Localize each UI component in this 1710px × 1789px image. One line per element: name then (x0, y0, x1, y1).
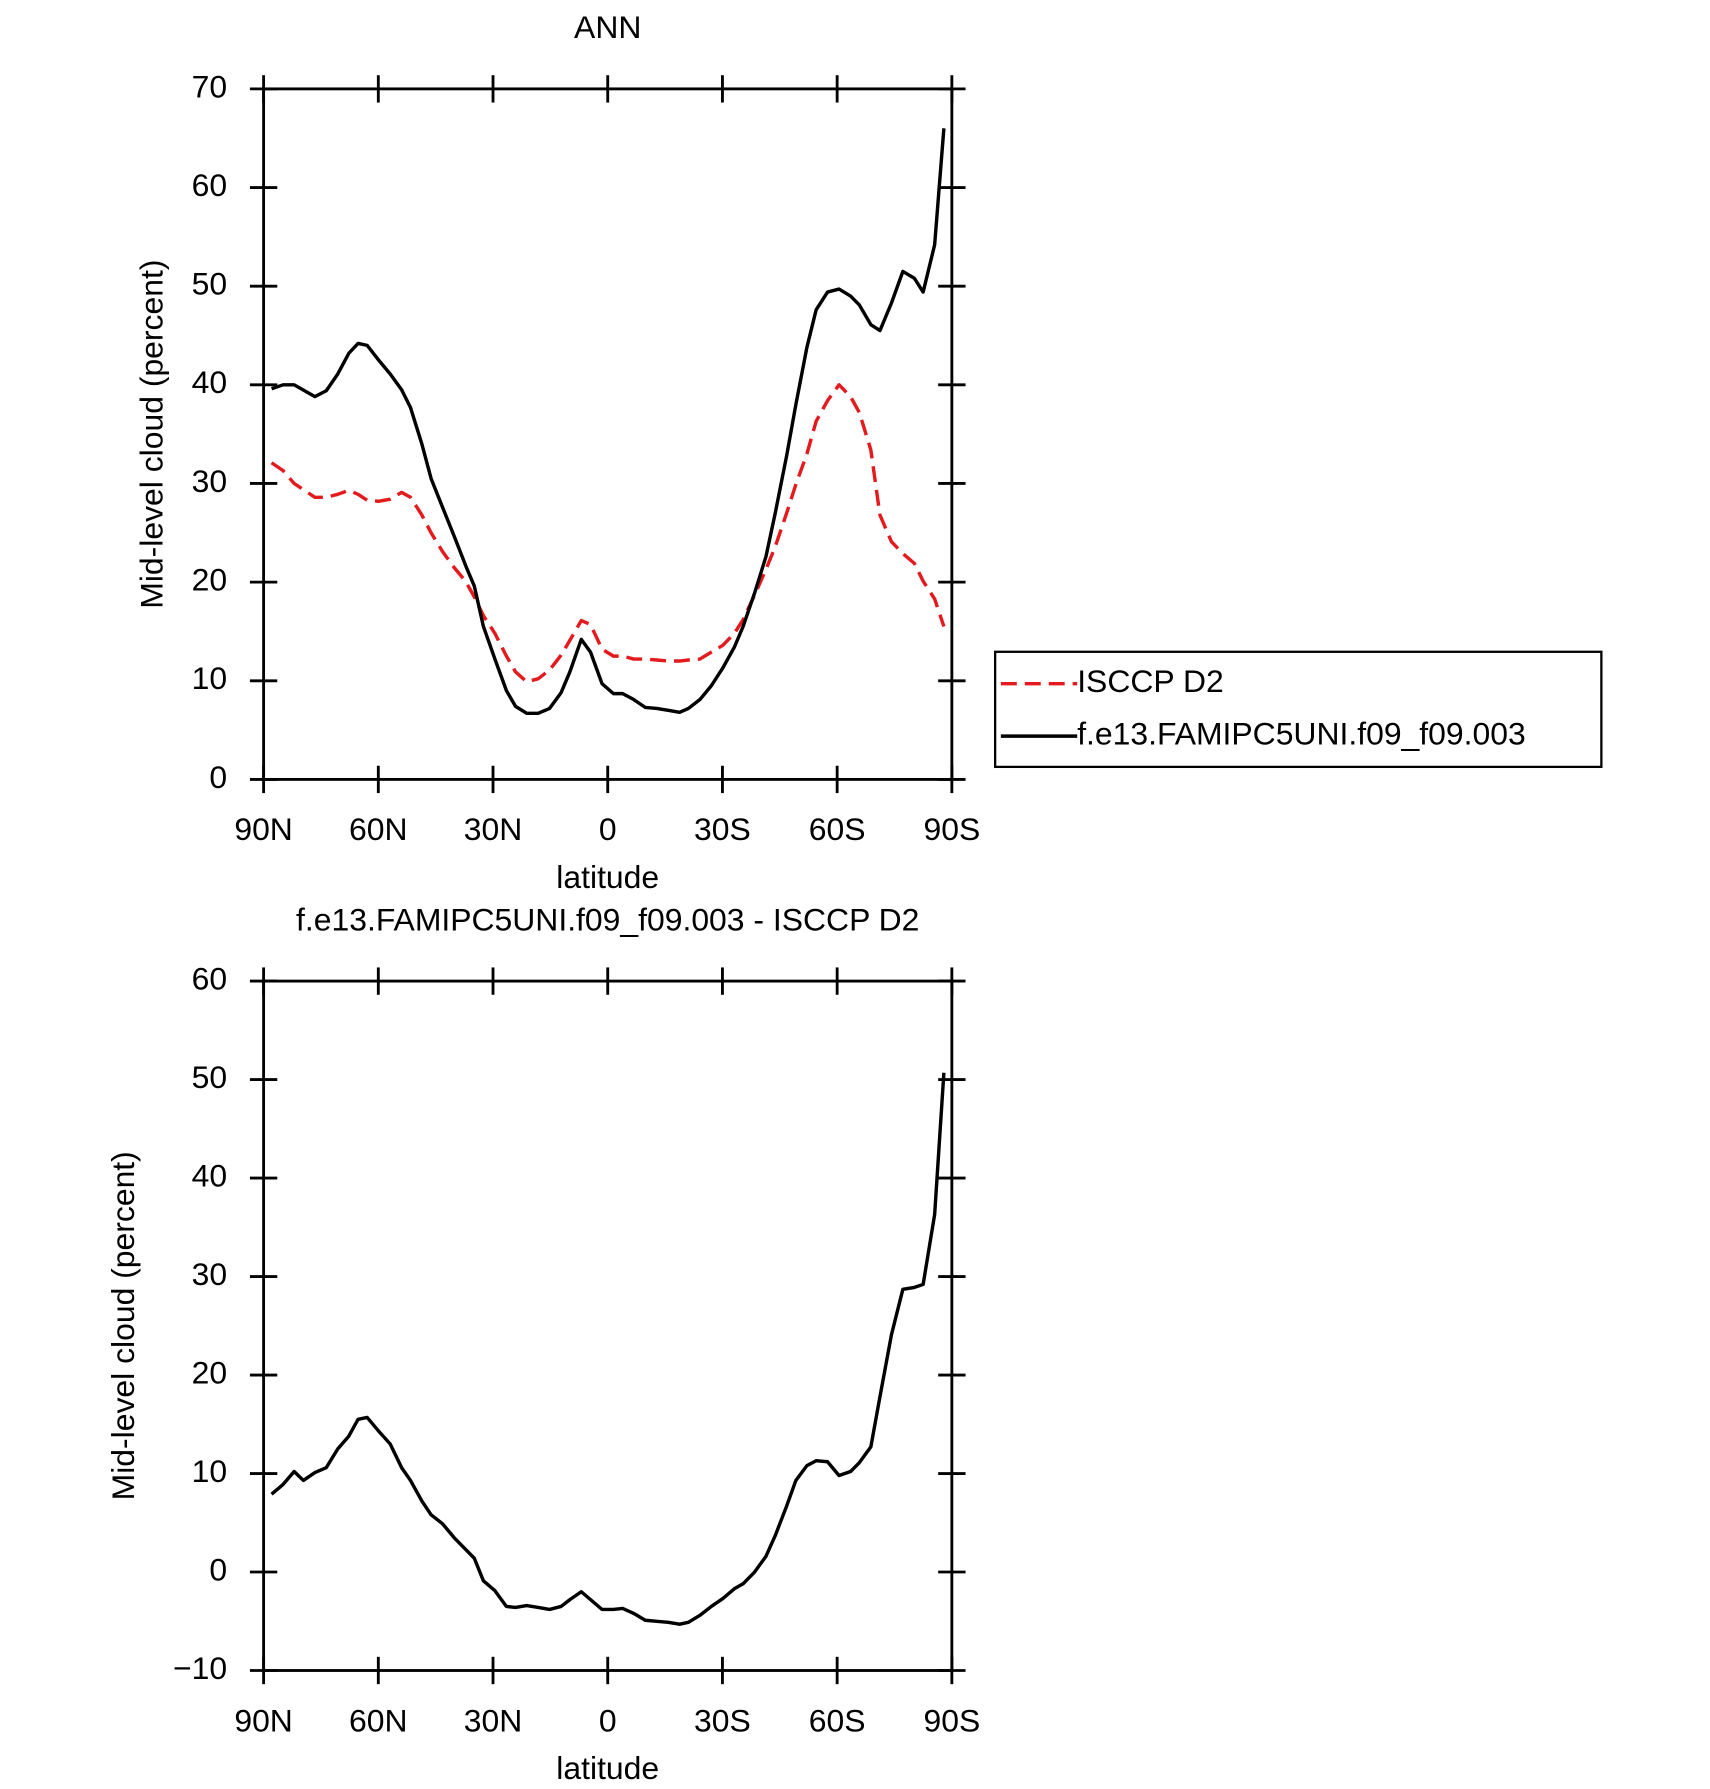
y-tick-label: 20 (192, 562, 227, 598)
x-tick-label: 0 (599, 1702, 617, 1738)
plot-frame (262, 87, 954, 781)
y-axis-label: Mid-level cloud (percent) (105, 1151, 141, 1500)
x-tick-label: 30S (694, 811, 751, 847)
y-tick-label: 10 (192, 660, 227, 696)
chart-title: ANN (574, 9, 641, 45)
y-tick-label: 20 (192, 1354, 227, 1390)
y-tick-label: 40 (192, 1157, 227, 1193)
data-line (271, 128, 946, 716)
y-tick-label: 0 (209, 759, 227, 795)
y-axis-label: Mid-level cloud (percent) (134, 260, 170, 609)
x-tick-label: 90S (923, 811, 980, 847)
y-tick-label: 60 (192, 961, 227, 997)
legend-box (994, 650, 1603, 769)
x-axis-label: latitude (556, 1750, 659, 1786)
x-tick-label: 90N (234, 1702, 293, 1738)
x-tick-label: 60S (809, 811, 866, 847)
data-line (270, 383, 946, 684)
x-tick-label: 60N (349, 811, 408, 847)
legend-label: ISCCP D2 (1077, 663, 1224, 699)
x-axis-label: latitude (556, 859, 659, 895)
x-tick-label: 30S (694, 1702, 751, 1738)
y-tick-label: −10 (173, 1650, 227, 1686)
y-tick-label: 50 (192, 1059, 227, 1095)
chart-title: f.e13.FAMIPC5UNI.f09_f09.003 - ISCCP D2 (296, 901, 919, 937)
x-tick-label: 60N (349, 1702, 408, 1738)
y-tick-label: 0 (209, 1551, 227, 1587)
data-line (270, 1072, 946, 1626)
plot-frame (262, 979, 954, 1672)
y-tick-label: 30 (192, 463, 227, 499)
y-tick-label: 50 (192, 266, 227, 302)
x-tick-label: 30N (464, 811, 523, 847)
y-tick-label: 40 (192, 364, 227, 400)
x-tick-label: 90S (923, 1702, 980, 1738)
legend-label: f.e13.FAMIPC5UNI.f09_f09.003 (1077, 716, 1525, 752)
x-tick-label: 60S (809, 1702, 866, 1738)
y-tick-label: 30 (192, 1256, 227, 1292)
y-tick-label: 70 (192, 68, 227, 104)
x-tick-label: 90N (234, 811, 293, 847)
y-tick-label: 60 (192, 167, 227, 203)
y-tick-label: 10 (192, 1453, 227, 1489)
x-tick-label: 0 (599, 811, 617, 847)
x-tick-label: 30N (464, 1702, 523, 1738)
